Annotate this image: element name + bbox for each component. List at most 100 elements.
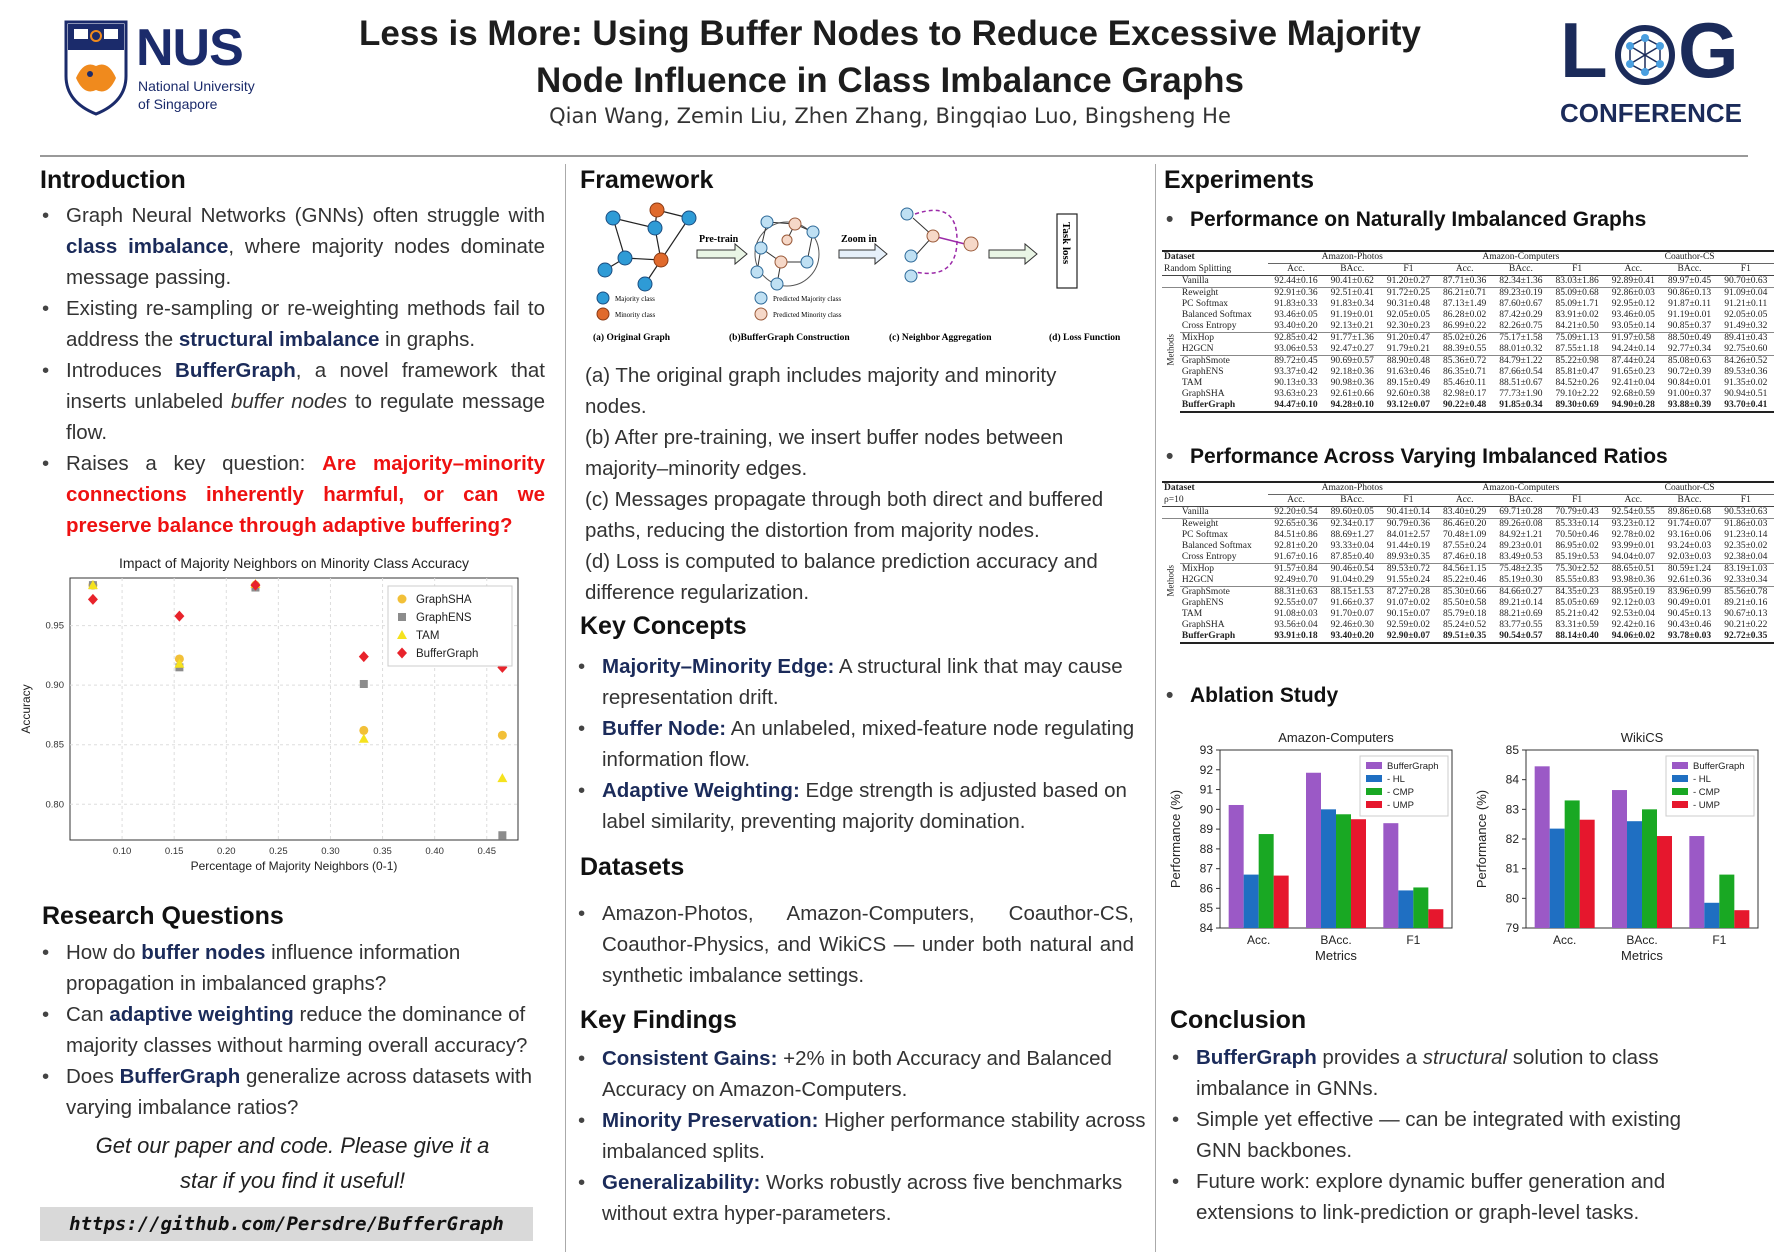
table-cell: 87.71±0.36 <box>1443 276 1487 286</box>
table-cell: 84.66±0.27 <box>1492 586 1549 598</box>
ablation-legend-label: - HL <box>1387 774 1405 785</box>
ablation-ytick-label: 90 <box>1200 802 1214 816</box>
table-cell: 93.91±0.18 <box>1267 631 1325 644</box>
table-cell: 88.95±0.19 <box>1605 586 1662 598</box>
table-cell: 85.19±0.30 <box>1499 575 1543 585</box>
table-cell: 91.20±0.27 <box>1386 276 1431 286</box>
method-name: Vanilla <box>1181 276 1209 286</box>
table-cell: 92.91±0.36 <box>1267 287 1325 299</box>
table-ratios: Dataset Amazon-Photos Amazon-Computers Coau… <box>1162 481 1774 644</box>
table-cell: 84.51±0.86 <box>1274 530 1318 540</box>
scatter-point-tam <box>358 733 369 743</box>
table-cell: 93.24±0.03 <box>1667 541 1712 551</box>
table-header-metric: Acc. <box>1436 263 1493 276</box>
table-cell: 85.24±0.52 <box>1443 620 1487 630</box>
ablation-legend-swatch <box>1366 788 1382 795</box>
table-cell: 70.50±0.46 <box>1555 530 1599 540</box>
ablation-bar <box>1228 804 1244 928</box>
github-link[interactable]: https://github.com/Persdre/BufferGraph <box>40 1207 533 1241</box>
table-cell: 92.35±0.02 <box>1724 541 1768 551</box>
table-cell: 84.01±2.57 <box>1386 530 1431 540</box>
table-cell: 89.93±0.35 <box>1386 552 1431 562</box>
table-cell: 92.05±0.05 <box>1724 310 1768 320</box>
experiments-heading: Experiments <box>1164 166 1315 194</box>
table-cell: 86.99±0.22 <box>1443 321 1487 331</box>
method-name: PC Softmax <box>1181 299 1229 309</box>
scatter-xtick-label: 0.40 <box>425 846 444 857</box>
method-name: PC Softmax <box>1181 530 1229 540</box>
finding-bullet: Generalizability: Works robustly across … <box>576 1167 1151 1229</box>
scatter-point-graphsha <box>359 725 369 735</box>
ablation-legend-label: - CMP <box>1693 787 1720 798</box>
scatter-ytick-label: 0.85 <box>46 740 65 751</box>
ablation-category-label: F1 <box>1712 933 1726 947</box>
ablation-ytick-label: 84 <box>1506 773 1520 787</box>
method-name: BufferGraph <box>1179 631 1268 644</box>
ablation-legend-swatch <box>1672 775 1688 782</box>
table-header-metric: F1 <box>1717 494 1774 507</box>
ablation-bar <box>1336 814 1351 928</box>
table-row: PC Softmax 91.83±0.33 91.83±0.34 90.31±0.48… <box>1162 299 1774 310</box>
cta-line-1: Get our paper and code. Please give it a <box>95 1133 490 1158</box>
majority-nodes <box>597 210 697 292</box>
ablation-legend-label: BufferGraph <box>1693 761 1745 772</box>
legend-marker-graphens <box>398 613 406 621</box>
table-cell: 85.21±0.42 <box>1555 609 1599 619</box>
table-cell: 84.52±0.26 <box>1555 378 1599 388</box>
table-header-dataset-name: Amazon-Computers <box>1436 481 1606 495</box>
title-line-1: Less is More: Using Buffer Nodes to Redu… <box>359 14 1421 53</box>
table-header-dataset: Dataset <box>1162 250 1268 264</box>
table-cell: 89.41±0.43 <box>1717 332 1774 344</box>
table-cell: 93.06±0.53 <box>1274 344 1318 354</box>
table-cell: 77.73±1.90 <box>1499 389 1543 399</box>
table-cell: 85.33±0.14 <box>1548 518 1606 530</box>
nus-name-line2: of Singapore <box>138 96 218 112</box>
table-spacer <box>1162 507 1180 519</box>
caption-d: (d) Loss Function <box>1049 332 1121 343</box>
table-cell: 90.46±0.54 <box>1324 563 1381 575</box>
ablation-ytick-label: 84 <box>1200 921 1214 935</box>
table-cell: 79.10±2.22 <box>1555 389 1599 399</box>
table-cell: 90.41±0.14 <box>1386 507 1431 517</box>
ablation-bar <box>1273 875 1289 928</box>
table-cell: 92.53±0.04 <box>1611 609 1655 619</box>
table-header-metric: F1 <box>1548 494 1606 507</box>
scatter-point-graphsha <box>497 730 507 740</box>
concept-bullet: Majority–Minority Edge: A structural lin… <box>576 651 1136 713</box>
table-header-metric: Acc. <box>1605 494 1662 507</box>
method-name: Balanced Softmax <box>1181 541 1252 551</box>
ablation-bar <box>1534 766 1550 928</box>
table-cell: 94.28±0.10 <box>1324 400 1381 413</box>
graph-network-icon <box>1615 25 1675 85</box>
legend-predicted-minority-label: Predicted Minority class <box>773 311 842 319</box>
sub2-label: Performance Across Varying Imbalanced Ra… <box>1164 441 1764 472</box>
table-cell: 91.00±0.37 <box>1667 389 1712 399</box>
table-cell: 91.63±0.46 <box>1386 367 1431 377</box>
table-cell: 90.41±0.62 <box>1330 276 1374 286</box>
ablation-bar <box>1689 836 1705 928</box>
ablation-bar <box>1627 821 1642 928</box>
table-cell: 92.59±0.02 <box>1386 620 1431 630</box>
ablation-category-label: BAcc. <box>1626 933 1657 947</box>
ablation-legend-label: - UMP <box>1387 800 1414 811</box>
table-cell: 83.03±1.86 <box>1555 276 1599 286</box>
table-cell: 93.78±0.03 <box>1661 631 1718 644</box>
ablation-legend-label: BufferGraph <box>1387 761 1439 772</box>
method-name: TAM <box>1181 609 1203 619</box>
table-row: PC Softmax 84.51±0.86 88.69±1.27 84.01±2.57… <box>1162 530 1774 541</box>
conclusion-bullet: Future work: explore dynamic buffer gene… <box>1170 1166 1710 1228</box>
table-cell: 88.01±0.32 <box>1499 344 1543 354</box>
scatter-legend <box>387 585 513 667</box>
scatter-xtick-label: 0.30 <box>321 846 340 857</box>
table-header-dataset: Dataset <box>1162 481 1268 495</box>
table-cell: 85.56±0.78 <box>1717 586 1774 598</box>
framework-description: (a) The original graph includes majority… <box>585 360 1120 608</box>
table-cell: 92.38±0.04 <box>1724 552 1768 562</box>
table-header-metric: F1 <box>1380 494 1437 507</box>
ablation-bar <box>1413 887 1429 928</box>
table-header-setting: ρ=10 <box>1162 494 1268 507</box>
method-name: GraphSmote <box>1179 586 1268 598</box>
table-cell: 87.55±0.24 <box>1443 541 1487 551</box>
table-cell: 86.46±0.20 <box>1436 518 1493 530</box>
method-name: GraphSHA <box>1181 620 1225 630</box>
